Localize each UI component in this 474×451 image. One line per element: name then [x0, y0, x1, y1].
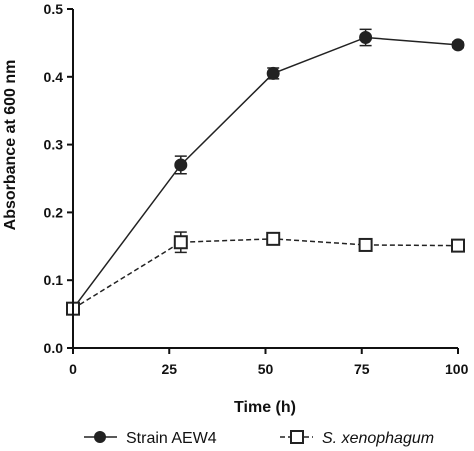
x-tick-label: 0: [69, 361, 77, 377]
x-tick-label: 50: [258, 361, 274, 377]
series-2: [66, 231, 465, 316]
y-tick-label: 0.2: [44, 204, 64, 220]
y-axis-title: Absorbance at 600 nm: [2, 60, 19, 231]
series-line: [72, 238, 459, 310]
legend-item-2: S. xenophagum: [280, 430, 434, 447]
series-line: [72, 36, 459, 310]
legend-marker: [94, 431, 106, 443]
data-point: [173, 235, 188, 250]
x-tick-label: 25: [161, 361, 177, 377]
data-point: [358, 237, 373, 252]
y-tick-label: 0.4: [44, 69, 64, 85]
x-tick-label: 100: [445, 361, 469, 377]
data-point: [359, 30, 373, 44]
legend: Strain AEW4 S. xenophagum: [84, 430, 434, 447]
data-point: [451, 38, 465, 52]
legend-label: S. xenophagum: [322, 430, 434, 447]
legend-marker: [290, 430, 304, 444]
legend-item-1: Strain AEW4: [84, 430, 217, 447]
data-point: [266, 231, 281, 246]
series-1: [66, 28, 465, 316]
x-axis-title: Time (h): [234, 399, 296, 416]
x-tick-label: 75: [354, 361, 370, 377]
y-tick-label: 0.1: [44, 272, 64, 288]
data-point: [174, 158, 188, 172]
y-tick-label: 0.3: [44, 137, 64, 153]
data-point: [451, 238, 465, 253]
data-point: [266, 66, 280, 80]
y-tick-label: 0.0: [44, 340, 64, 356]
legend-label: Strain AEW4: [126, 430, 217, 447]
y-tick-label: 0.5: [44, 1, 64, 17]
